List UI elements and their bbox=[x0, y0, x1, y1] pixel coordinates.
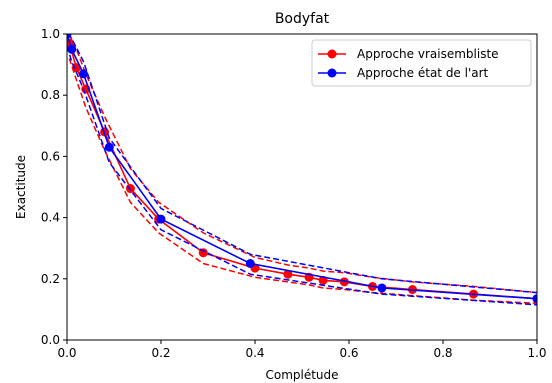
x-tick-label: 0.4 bbox=[245, 346, 264, 360]
x-tick-label: 0.6 bbox=[339, 346, 358, 360]
y-tick-label: 0.2 bbox=[41, 272, 60, 286]
data-point-etat-art bbox=[156, 214, 166, 224]
legend-label-vraisembliste: Approche vraisembliste bbox=[357, 47, 499, 61]
data-point-vraisembliste bbox=[339, 277, 349, 287]
series-upper-bound-etat-art bbox=[67, 34, 537, 294]
data-point-etat-art bbox=[532, 294, 537, 304]
data-point-etat-art bbox=[67, 34, 72, 39]
data-point-vraisembliste bbox=[283, 269, 293, 279]
x-tick-label: 0.0 bbox=[57, 346, 76, 360]
series-group bbox=[67, 34, 537, 306]
x-tick-label: 0.8 bbox=[433, 346, 452, 360]
series-lower-bound-etat-art bbox=[67, 45, 537, 306]
chart-title: Bodyfat bbox=[275, 11, 330, 27]
y-tick-label: 0.8 bbox=[41, 88, 60, 102]
data-point-etat-art bbox=[245, 259, 255, 268]
axis-ticks: 0.0 0.2 0.4 0.6 0.8 1.0 0.0 0.2 0.4 0.6 0.8 1.0 bbox=[41, 27, 547, 360]
y-tick-label: 0.6 bbox=[41, 149, 60, 163]
x-tick-label: 1.0 bbox=[527, 346, 546, 360]
legend-marker-etat-art bbox=[327, 68, 337, 78]
legend-marker-vraisembliste bbox=[327, 49, 337, 59]
data-point-vraisembliste bbox=[125, 184, 135, 194]
y-tick-label: 1.0 bbox=[41, 27, 60, 41]
x-axis-label: Complétude bbox=[265, 368, 338, 382]
y-tick-label: 0.0 bbox=[41, 333, 60, 347]
data-point-etat-art bbox=[377, 283, 387, 293]
plot-frame bbox=[66, 33, 538, 341]
legend: Approche vraisembliste Approche état de … bbox=[311, 39, 532, 87]
data-point-etat-art bbox=[67, 44, 77, 54]
legend-label-etat-art: Approche état de l'art bbox=[357, 66, 489, 80]
legend-box bbox=[311, 39, 532, 87]
y-tick-label: 0.4 bbox=[41, 211, 60, 225]
y-axis-label: Exactitude bbox=[14, 155, 28, 219]
x-tick-label: 0.2 bbox=[151, 346, 170, 360]
plot-area bbox=[67, 34, 537, 306]
data-point-etat-art bbox=[78, 69, 88, 79]
series-line-etat-art bbox=[67, 34, 537, 300]
data-point-etat-art bbox=[104, 142, 114, 152]
